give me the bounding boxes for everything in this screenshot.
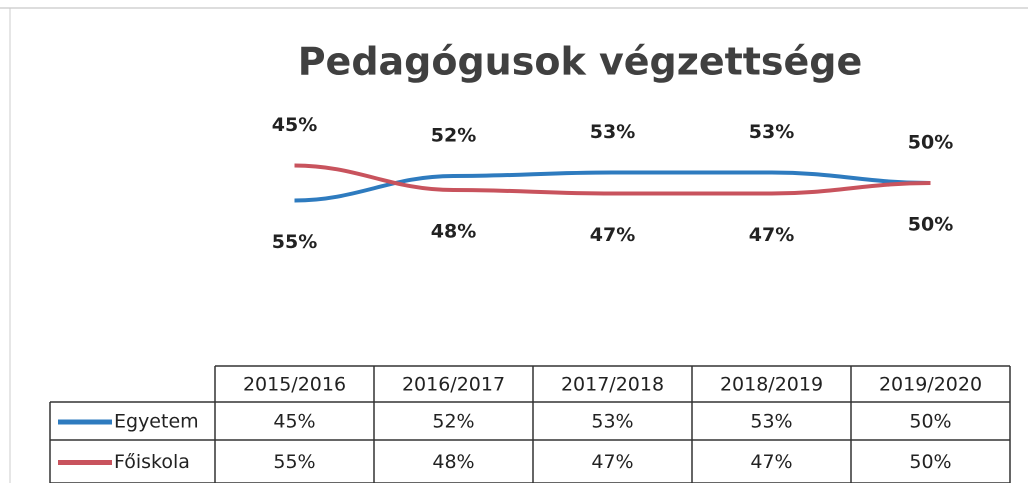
table-cell: 55%: [273, 451, 315, 473]
data-label: 55%: [272, 231, 317, 253]
table-cell: 53%: [750, 411, 792, 433]
table-cell: 50%: [909, 451, 951, 473]
table-cell: 48%: [432, 451, 474, 473]
x-tick-label: 2016/2017: [402, 374, 505, 396]
data-label: 48%: [431, 221, 476, 243]
series-line: [294, 163, 931, 196]
x-tick-label: 2019/2020: [879, 374, 982, 396]
table-cell: 53%: [591, 411, 633, 433]
x-tick-label: 2015/2016: [243, 374, 346, 396]
data-label: 53%: [749, 121, 794, 143]
data-label: 47%: [590, 224, 635, 246]
data-label: 47%: [749, 224, 794, 246]
data-label: 53%: [590, 121, 635, 143]
data-label: 50%: [908, 214, 953, 236]
legend-label: Főiskola: [114, 451, 190, 473]
x-tick-label: 2018/2019: [720, 374, 823, 396]
x-tick-label: 2017/2018: [561, 374, 664, 396]
data-label: 52%: [431, 125, 476, 147]
table-cell: 52%: [432, 411, 474, 433]
chart-title: Pedagógusok végzettsége: [298, 40, 863, 84]
data-label: 50%: [908, 132, 953, 154]
series-line: [294, 170, 931, 203]
table-cell: 45%: [273, 411, 315, 433]
legend-label: Egyetem: [114, 411, 199, 433]
table-cell: 47%: [750, 451, 792, 473]
table-cell: 47%: [591, 451, 633, 473]
data-label: 45%: [272, 114, 317, 136]
table-cell: 50%: [909, 411, 951, 433]
